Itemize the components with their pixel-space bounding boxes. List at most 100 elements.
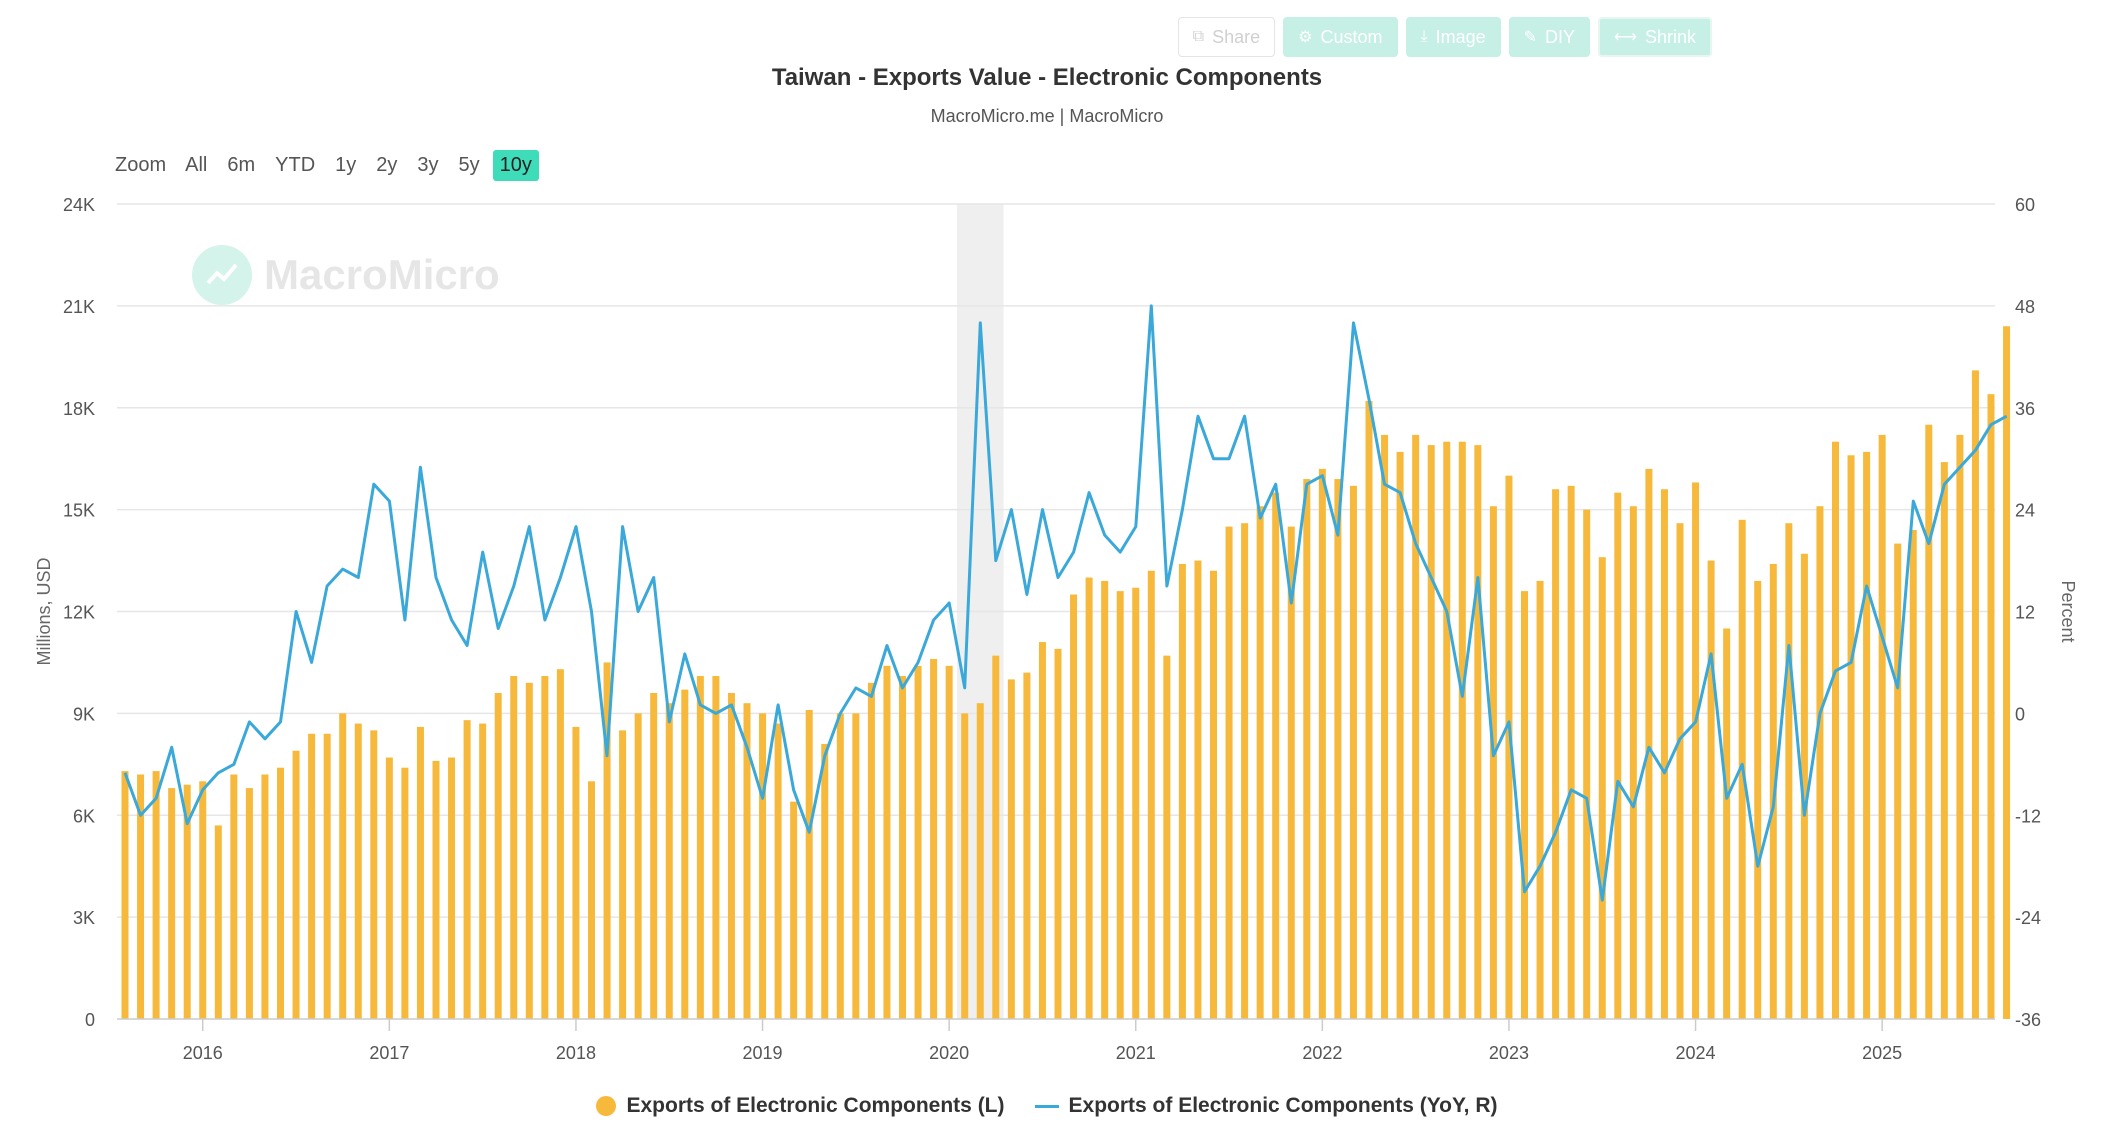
image-button[interactable]: ⤓ Image xyxy=(1405,17,1501,57)
bar xyxy=(665,703,673,1019)
legend-item-exports-yoy[interactable]: Exports of Electronic Components (YoY, R… xyxy=(1034,1094,1498,1118)
bar xyxy=(712,676,720,1019)
legend: Exports of Electronic Components (L) Exp… xyxy=(0,1094,2109,1118)
bar xyxy=(168,788,176,1019)
y-left-tick-label: 24K xyxy=(63,195,95,215)
bar xyxy=(790,801,798,1019)
bar xyxy=(930,659,938,1019)
y-left-tick-label: 9K xyxy=(73,704,95,724)
bar xyxy=(401,767,409,1019)
zoom-10y-button[interactable]: 10y xyxy=(492,150,539,181)
zoom-6m-button[interactable]: 6m xyxy=(227,154,256,176)
zoom-ytd-button[interactable]: YTD xyxy=(275,154,316,176)
bar xyxy=(1474,445,1482,1020)
bar xyxy=(727,693,735,1019)
download-icon: ⤓ xyxy=(1420,28,1428,45)
zoom-2y-button[interactable]: 2y xyxy=(376,154,398,176)
bar xyxy=(945,665,953,1019)
diy-button[interactable]: ✎ DIY xyxy=(1508,17,1591,57)
bar xyxy=(1007,679,1015,1019)
bar xyxy=(510,676,518,1019)
bar xyxy=(1318,468,1326,1019)
watermark: MacroMicro xyxy=(192,245,500,305)
bar xyxy=(1241,523,1249,1019)
bar xyxy=(681,689,689,1019)
x-tick-label: 2019 xyxy=(743,1043,783,1063)
y-left-tick-label: 3K xyxy=(73,908,95,928)
bar xyxy=(230,774,238,1019)
bar xyxy=(619,730,627,1019)
bar xyxy=(759,713,767,1019)
bar xyxy=(1956,434,1964,1020)
bar xyxy=(976,703,984,1019)
share-icon: ⧉ xyxy=(1192,28,1205,45)
bar xyxy=(1210,570,1217,1019)
bar xyxy=(1583,509,1591,1019)
bar xyxy=(634,713,642,1019)
bar xyxy=(1458,441,1466,1019)
shrink-button[interactable]: ⟷ Shrink xyxy=(1598,17,1712,57)
bar xyxy=(1178,563,1186,1019)
bar xyxy=(1505,475,1513,1020)
shrink-label: Shrink xyxy=(1644,26,1696,47)
bar xyxy=(1225,526,1233,1019)
y-right-tick-label: -24 xyxy=(2015,908,2041,928)
image-label: Image xyxy=(1435,26,1486,47)
bar xyxy=(183,784,191,1019)
bar xyxy=(261,774,269,1019)
bar xyxy=(1645,468,1653,1019)
bar xyxy=(152,771,160,1019)
zoom-5y-button[interactable]: 5y xyxy=(458,154,480,176)
bar xyxy=(1147,570,1155,1019)
bar xyxy=(588,781,595,1019)
y-left-axis-title: Millions, USD xyxy=(34,557,54,665)
legend-label-exports-yoy: Exports of Electronic Components (YoY, R… xyxy=(1068,1094,1498,1117)
bar xyxy=(1614,492,1622,1019)
watermark-logo-icon xyxy=(192,245,252,305)
y-left-tick-label: 15K xyxy=(63,501,95,521)
bar xyxy=(1489,506,1497,1020)
bar xyxy=(961,713,969,1019)
bar xyxy=(1707,560,1715,1019)
x-tick-label: 2025 xyxy=(1862,1043,1902,1063)
bar xyxy=(805,709,813,1019)
bar xyxy=(1847,455,1855,1020)
bar xyxy=(339,713,347,1019)
bar xyxy=(214,825,222,1019)
custom-button[interactable]: ⚙ Custom xyxy=(1283,17,1398,57)
bar xyxy=(137,774,145,1019)
bar xyxy=(2003,326,2011,1019)
bar xyxy=(1365,400,1373,1019)
bar xyxy=(1987,394,1995,1020)
bar xyxy=(774,723,782,1019)
x-tick-label: 2021 xyxy=(1116,1043,1156,1063)
zoom-1y-button[interactable]: 1y xyxy=(335,154,357,176)
bar xyxy=(1940,462,1948,1019)
shrink-icon: ⟷ xyxy=(1614,29,1637,46)
zoom-3y-button[interactable]: 3y xyxy=(417,154,439,176)
bar xyxy=(821,743,829,1019)
legend-item-exports-value[interactable]: Exports of Electronic Components (L) xyxy=(596,1094,1005,1118)
bar xyxy=(1692,482,1700,1019)
bar xyxy=(494,693,502,1019)
bar xyxy=(1925,424,1933,1020)
x-tick-label: 2018 xyxy=(556,1043,596,1063)
legend-line-icon xyxy=(1034,1104,1059,1108)
bar xyxy=(370,730,378,1019)
bar xyxy=(883,665,891,1019)
y-right-tick-label: 12 xyxy=(2015,603,2035,623)
bar xyxy=(572,726,580,1019)
y-left-tick-label: 18K xyxy=(63,399,95,419)
bar xyxy=(1816,506,1824,1020)
bar xyxy=(1038,642,1046,1019)
share-button[interactable]: ⧉ Share xyxy=(1177,17,1276,57)
bar xyxy=(867,682,875,1019)
bar xyxy=(1878,434,1886,1020)
bar xyxy=(1085,577,1093,1019)
zoom-all-button[interactable]: All xyxy=(185,154,208,176)
bar xyxy=(416,726,424,1019)
bar xyxy=(1723,628,1731,1019)
bar xyxy=(1334,479,1342,1019)
bar xyxy=(1287,526,1295,1019)
